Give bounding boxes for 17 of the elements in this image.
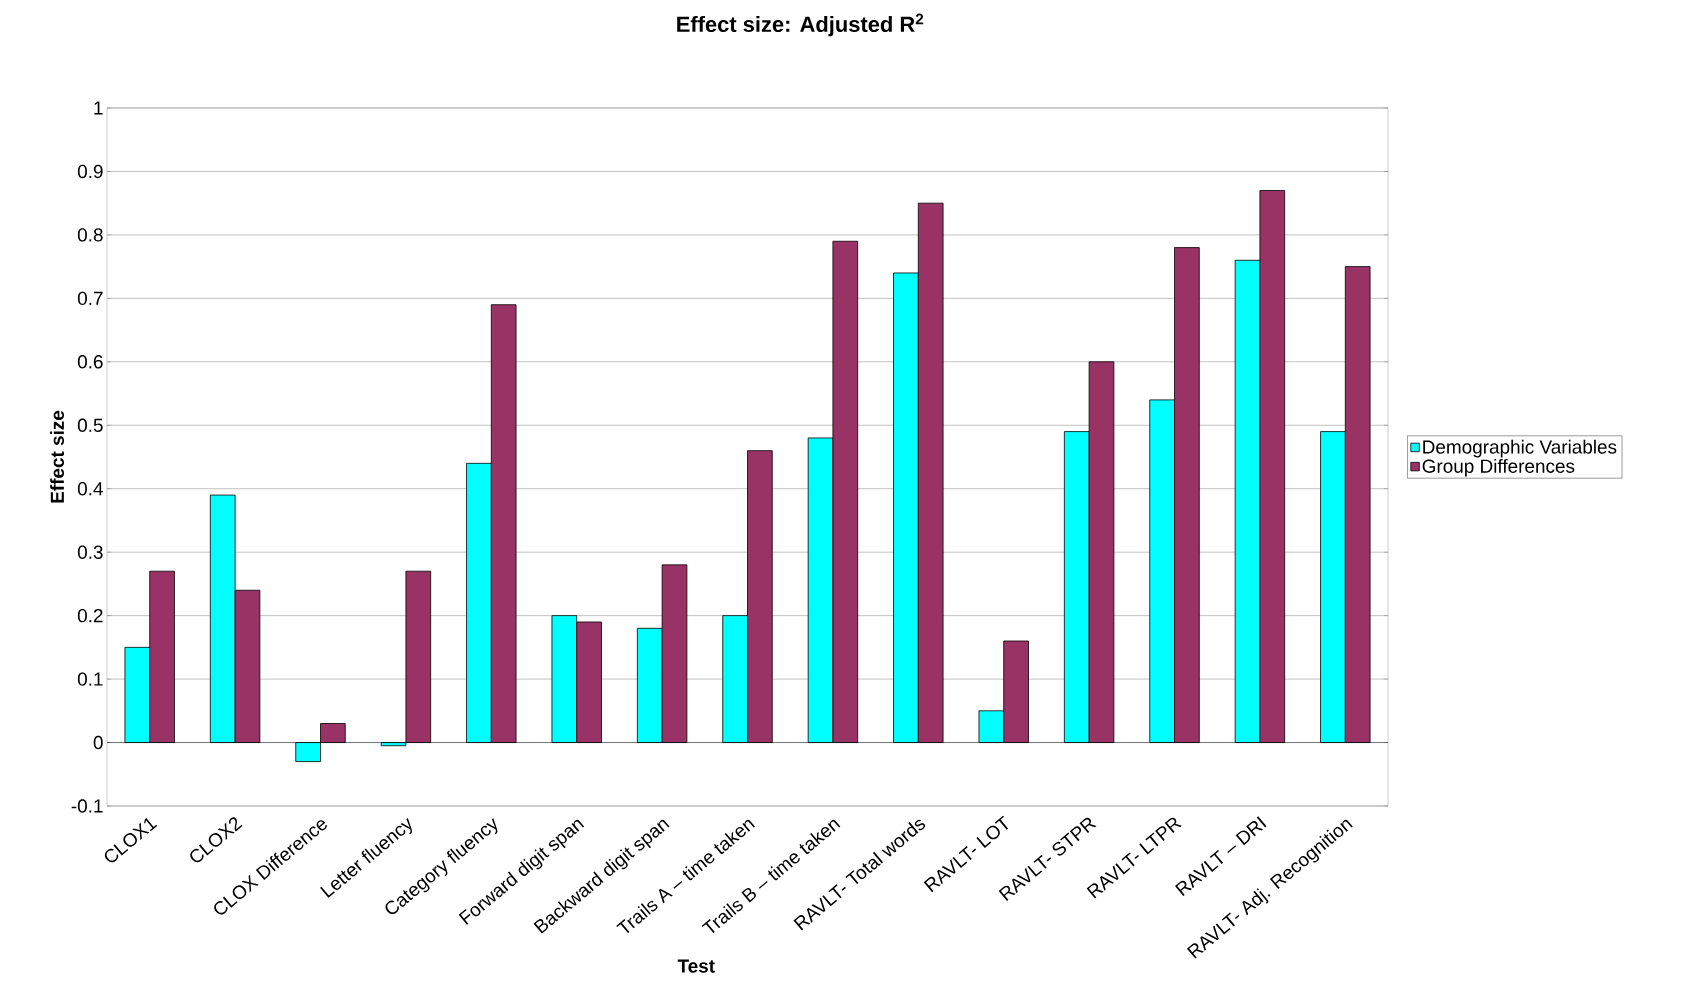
y-tick-label: 0.6 — [77, 355, 103, 369]
chart-title: Effect size: Adjusted R$^{2}$ — [677, 13, 924, 37]
x-axis-title: Test — [677, 959, 715, 973]
y-axis-title: Effect size — [50, 410, 65, 503]
y-tick-label: 0.4 — [77, 482, 103, 496]
legend-label: Demographic Variables — [1423, 439, 1617, 458]
y-tick-label: 0.7 — [77, 291, 103, 306]
y-tick-label: 0.3 — [77, 545, 103, 559]
y-tick-label: -0.1 — [71, 799, 103, 813]
y-tick-label: 1 — [94, 101, 103, 115]
y-tick-label: 0 — [93, 735, 103, 750]
y-tick-label: 0.8 — [77, 228, 103, 242]
y-tick-label: 0.9 — [77, 164, 103, 179]
y-tick-label: 0.5 — [77, 418, 103, 432]
legend-label: Group Differences — [1422, 458, 1575, 477]
y-tick-label: 0.1 — [77, 672, 103, 686]
y-tick-label: 0.2 — [77, 608, 103, 623]
